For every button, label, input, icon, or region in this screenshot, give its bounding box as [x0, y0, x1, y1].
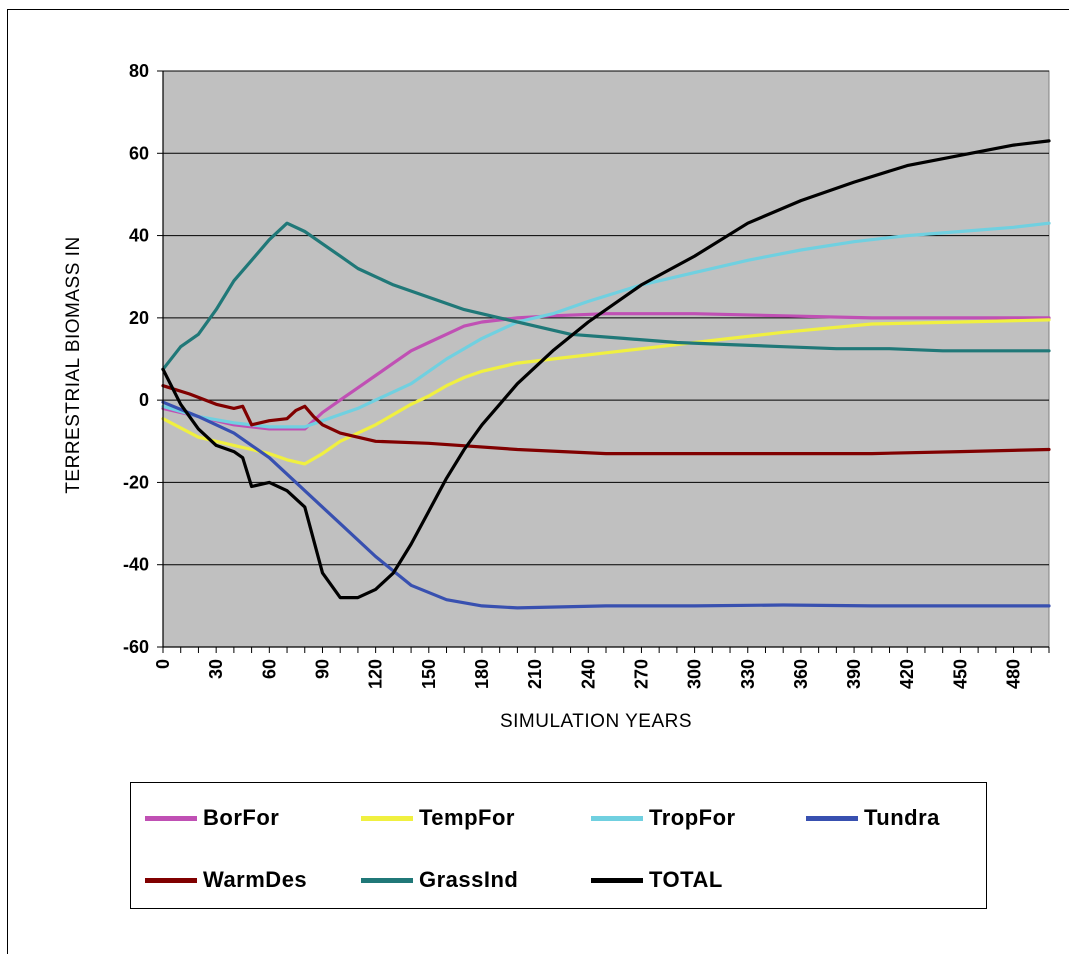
legend-swatch — [361, 877, 413, 883]
legend-swatch — [145, 877, 197, 883]
x-tick-label: 450 — [950, 659, 970, 689]
series-line-tropfor — [161, 221, 1051, 429]
x-tick-label: 120 — [366, 659, 386, 689]
series-line-grassind — [161, 221, 1051, 371]
y-tick-label: 80 — [129, 61, 149, 81]
series-line-borfor — [161, 312, 1051, 431]
x-tick-label: 360 — [791, 659, 811, 689]
y-tick-label: 60 — [129, 143, 149, 163]
y-tick-label: -60 — [123, 637, 149, 657]
legend-swatch — [591, 815, 643, 821]
legend-label: TropFor — [649, 805, 736, 830]
y-tick-label: 20 — [129, 308, 149, 328]
series-line-warmdes — [161, 384, 1051, 456]
legend-swatch — [361, 815, 413, 821]
y-axis-ticks: 80 60 40 20 0 -20 -40 -60 — [123, 61, 1049, 657]
legend-item-tropfor: TropFor — [591, 805, 736, 831]
y-axis-title: TERRESTRIAL BIOMASS IN — [63, 236, 84, 493]
series-lines — [161, 139, 1051, 610]
x-tick-label: 300 — [685, 659, 705, 689]
legend-item-total: TOTAL — [591, 867, 723, 893]
x-tick-label: 420 — [897, 659, 917, 689]
x-tick-label: 330 — [738, 659, 758, 689]
chart-frame — [7, 9, 1069, 954]
legend-item-tempfor: TempFor — [361, 805, 515, 831]
x-tick-label: 30 — [206, 659, 226, 679]
legend-swatch — [806, 815, 858, 821]
plot-area — [162, 70, 1050, 648]
x-tick-label: 180 — [472, 659, 492, 689]
legend-label: Tundra — [864, 805, 940, 830]
x-tick-label: 390 — [844, 659, 864, 689]
x-tick-label: 480 — [1004, 659, 1024, 689]
legend-item-warmdes: WarmDes — [145, 867, 307, 893]
x-tick-label: 150 — [419, 659, 439, 689]
legend-item-tundra: Tundra — [806, 805, 940, 831]
legend-item-grassind: GrassInd — [361, 867, 518, 893]
x-axis-ticks: 0 30 60 90 120 150 180 210 240 270 300 330 360 390 420… — [153, 647, 1050, 689]
x-tick-label: 60 — [259, 659, 279, 679]
legend-label: TOTAL — [649, 867, 723, 892]
y-tick-label: 0 — [139, 390, 149, 410]
x-tick-label: 210 — [525, 659, 545, 689]
series-line-tundra — [161, 400, 1051, 610]
legend-swatch — [145, 815, 197, 821]
legend-label: GrassInd — [419, 867, 519, 892]
legend-label: WarmDes — [203, 867, 308, 892]
x-tick-label: 90 — [312, 659, 332, 679]
series-line-total — [161, 139, 1051, 600]
legend: BorFor TempFor TropFor Tundra WarmDes GrassIn… — [130, 782, 987, 909]
legend-swatch — [591, 877, 643, 883]
x-tick-label: 270 — [631, 659, 651, 689]
y-tick-label: 40 — [129, 226, 149, 246]
y-tick-label: -40 — [123, 555, 149, 575]
legend-label: TempFor — [419, 805, 515, 830]
x-axis-title: SIMULATION YEARS — [500, 711, 692, 732]
legend-label: BorFor — [203, 805, 280, 830]
x-tick-label: 240 — [578, 659, 598, 689]
legend-item-borfor: BorFor — [145, 805, 279, 831]
x-tick-label: 0 — [153, 659, 173, 669]
y-tick-label: -20 — [123, 472, 149, 492]
